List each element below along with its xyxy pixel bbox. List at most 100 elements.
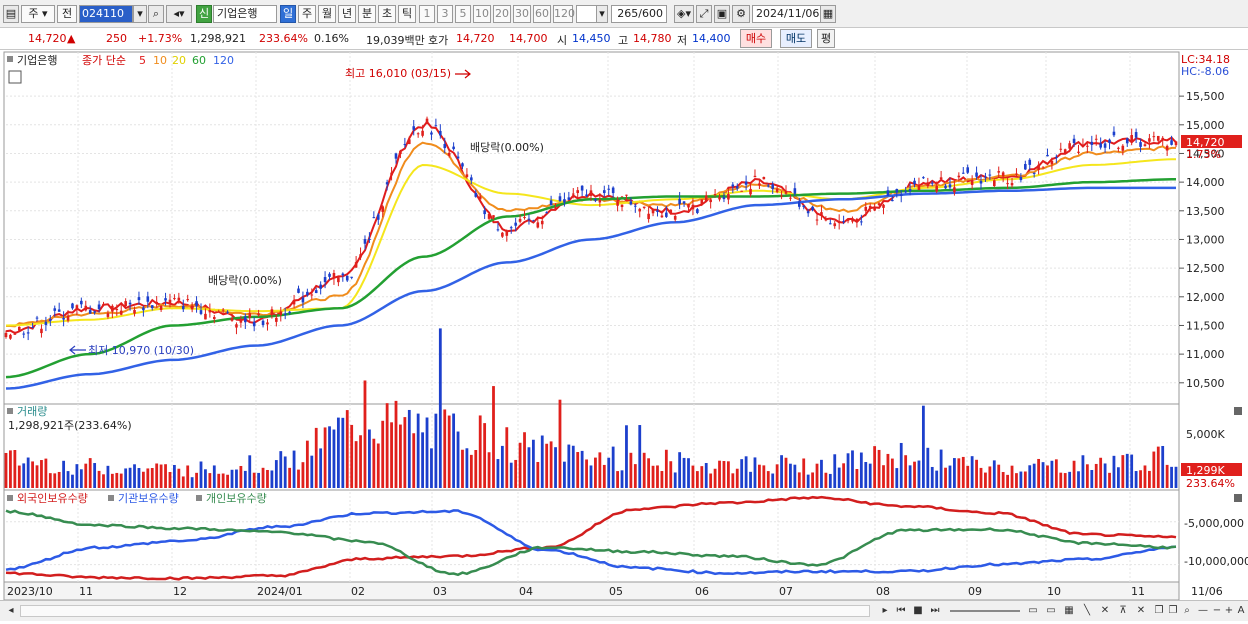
- candle-body: [66, 315, 70, 321]
- copy2-icon[interactable]: ❐: [1168, 605, 1178, 616]
- chart-area[interactable]: 2023/10 11 12 2024/01 02 03 04 05 06 07 08 09 10 11 11…: [0, 50, 1248, 621]
- date-field[interactable]: 2024/11/06: [752, 5, 822, 23]
- volume-bar: [514, 459, 518, 488]
- calendar-icon[interactable]: ▦: [820, 5, 836, 23]
- tab-period-tick[interactable]: 틱: [398, 5, 416, 23]
- tab-period-year[interactable]: 년: [338, 5, 356, 23]
- volume-bar: [252, 472, 256, 488]
- volume-bar: [106, 465, 110, 488]
- scroll-left-icon[interactable]: ◂: [8, 605, 14, 616]
- close-icon[interactable]: [1234, 407, 1242, 415]
- interval-120[interactable]: 120: [553, 5, 575, 23]
- zoom-slider[interactable]: [950, 610, 1020, 612]
- volume-bar: [394, 400, 398, 488]
- chart-svg[interactable]: 2023/10 11 12 2024/01 02 03 04 05 06 07 08 09 10 11 11…: [0, 50, 1248, 621]
- period-dropdown[interactable]: 주 ▾: [21, 5, 55, 23]
- interval-60[interactable]: 60: [533, 5, 551, 23]
- settings-small-icon[interactable]: [8, 70, 22, 84]
- rewind-icon[interactable]: ⏮: [896, 605, 906, 616]
- dash-icon[interactable]: −: [1212, 605, 1222, 616]
- volume-bar: [195, 472, 198, 488]
- new-badge: 신: [196, 5, 212, 23]
- candle-body: [1041, 167, 1045, 169]
- search-icon[interactable]: ⌕: [148, 5, 164, 23]
- plus-icon[interactable]: +: [1224, 605, 1234, 616]
- tab-period-second[interactable]: 초: [378, 5, 396, 23]
- candle-body: [376, 214, 380, 220]
- indicator-icon[interactable]: ◈▾: [674, 5, 694, 23]
- close-icon[interactable]: [1234, 494, 1242, 502]
- interval-5[interactable]: 5: [455, 5, 471, 23]
- stock-name-field[interactable]: 기업은행: [213, 5, 277, 23]
- market-selector[interactable]: 전: [57, 5, 77, 23]
- stock-code-input[interactable]: 024110: [79, 5, 133, 23]
- cross-icon[interactable]: ✕: [1100, 605, 1110, 616]
- candle-body: [44, 321, 48, 326]
- panel-menu-icon[interactable]: [7, 408, 13, 414]
- tab-period-month[interactable]: 월: [318, 5, 336, 23]
- fast-forward-icon[interactable]: ⏭: [930, 605, 940, 616]
- interval-30[interactable]: 30: [513, 5, 531, 23]
- volume-bar: [288, 467, 292, 488]
- line-tool-icon[interactable]: ╲: [1083, 605, 1091, 616]
- candle-body: [319, 284, 322, 289]
- candle-body: [1028, 159, 1032, 165]
- chevron-down-icon[interactable]: ▾: [133, 5, 147, 23]
- chart-menu-icon[interactable]: ▤: [3, 5, 19, 23]
- volume-bar: [669, 461, 673, 488]
- volume-bar: [155, 463, 159, 488]
- tab-period-minute[interactable]: 분: [358, 5, 376, 23]
- fib-icon[interactable]: ⊼: [1119, 605, 1127, 616]
- volume-bar: [629, 452, 633, 488]
- stop-icon[interactable]: ■: [913, 605, 923, 616]
- magnifier-icon[interactable]: ⌕: [1184, 605, 1190, 616]
- candle-body: [288, 311, 291, 313]
- price-y-tick: 14,500: [1186, 147, 1225, 160]
- volume-bar: [749, 471, 752, 488]
- gear-icon[interactable]: ⚙: [732, 5, 750, 23]
- candle-body: [155, 301, 158, 304]
- cross2-icon[interactable]: ✕: [1136, 605, 1146, 616]
- interval-20[interactable]: 20: [493, 5, 511, 23]
- font-size-icon[interactable]: A: [1237, 605, 1245, 616]
- volume-bar: [270, 470, 274, 488]
- volume-bar: [678, 452, 682, 488]
- volume-bar: [598, 452, 602, 488]
- scroll-track[interactable]: [20, 605, 870, 617]
- volume-bar: [1032, 463, 1036, 488]
- buy-button[interactable]: 매수: [740, 29, 772, 48]
- save-icon[interactable]: ▣: [714, 5, 730, 23]
- panel-menu-icon[interactable]: [7, 495, 13, 501]
- panel-menu-icon[interactable]: [7, 56, 13, 62]
- volume-bar: [461, 449, 464, 488]
- volume-bar: [9, 450, 12, 488]
- sell-button[interactable]: 매도: [780, 29, 812, 48]
- layout-icon[interactable]: ▭: [1046, 605, 1056, 616]
- speaker-icon[interactable]: ◂▾: [166, 5, 192, 23]
- draw-tool-icon[interactable]: ⤢: [696, 5, 712, 23]
- tab-period-day[interactable]: 일: [280, 5, 296, 23]
- interval-3[interactable]: 3: [437, 5, 453, 23]
- minus-icon[interactable]: —: [1198, 605, 1208, 616]
- x-axis-label: 07: [779, 585, 793, 598]
- scroll-right-icon[interactable]: ▸: [882, 605, 888, 616]
- grid-icon[interactable]: ▦: [1064, 605, 1074, 616]
- chevron-down-icon[interactable]: ▾: [596, 5, 608, 23]
- volume-bar: [1068, 471, 1072, 488]
- volume-bar: [563, 461, 566, 488]
- volume-bar: [939, 449, 943, 488]
- candle-body: [740, 190, 743, 192]
- candle-body: [97, 304, 101, 310]
- evaluate-button[interactable]: 평: [817, 29, 835, 48]
- data-count-field[interactable]: 265/600: [611, 5, 667, 23]
- tab-period-week[interactable]: 주: [298, 5, 316, 23]
- candle-body: [594, 199, 597, 201]
- candle-body: [49, 319, 52, 321]
- screen-icon[interactable]: ▭: [1028, 605, 1038, 616]
- lc-label: LC:34.18: [1181, 53, 1230, 66]
- interval-10[interactable]: 10: [473, 5, 491, 23]
- copy-icon[interactable]: ❐: [1154, 605, 1164, 616]
- interval-1[interactable]: 1: [419, 5, 435, 23]
- up-triangle-icon: ▲: [67, 32, 76, 45]
- volume-bar: [961, 456, 965, 488]
